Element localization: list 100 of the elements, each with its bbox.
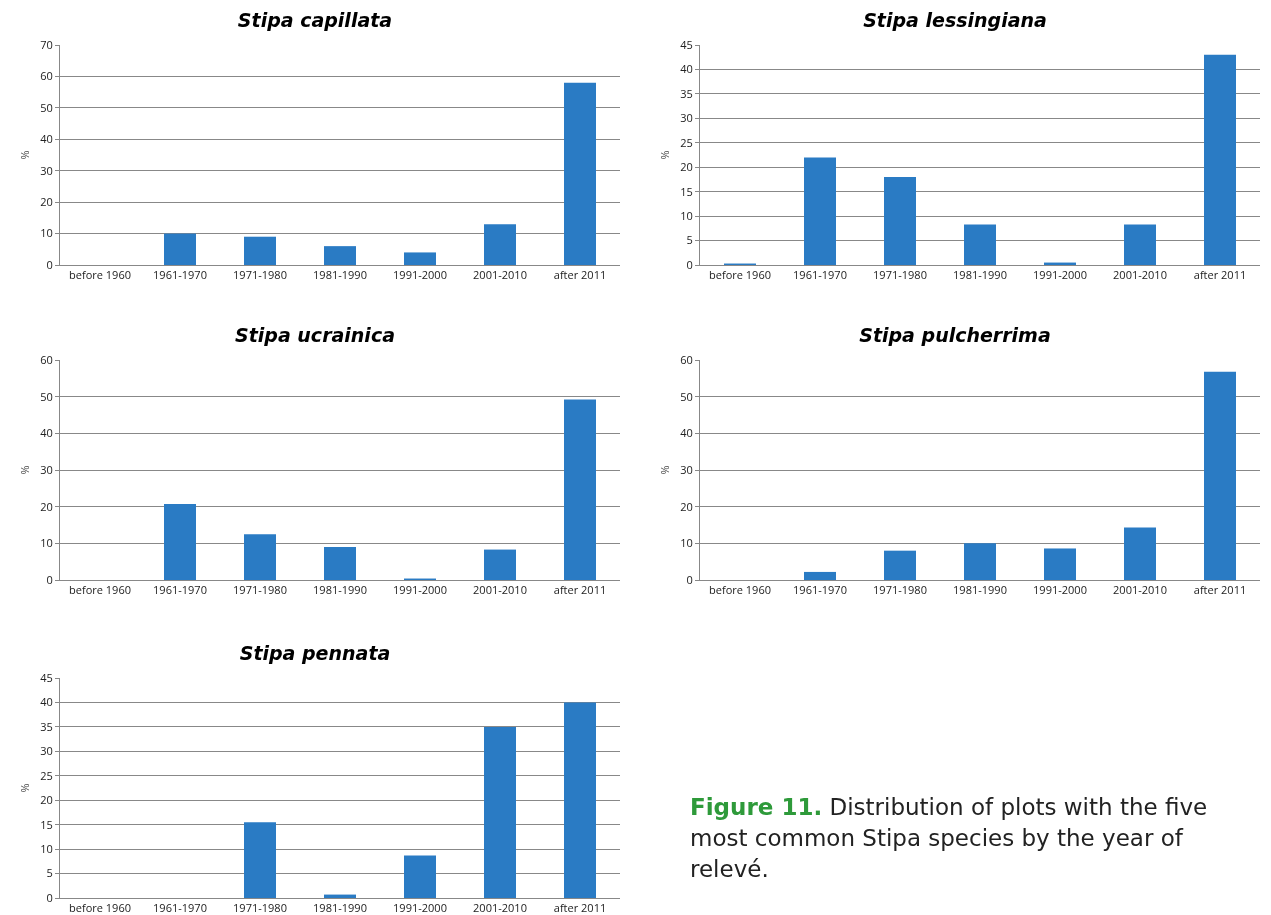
x-tick-label: after 2011 [1193,582,1247,598]
chart-title: Stipa lessingiana [863,9,1047,31]
x-tick-label: 1991-2000 [393,267,447,283]
y-tick-label: 0 [46,571,53,587]
bar [324,246,356,265]
x-tick-label: 1961-1970 [153,267,207,283]
bar [804,571,836,580]
y-tick-label: 20 [40,193,53,209]
y-tick-label: 15 [40,816,53,832]
y-tick-label: 0 [46,256,53,272]
x-tick-label: 1971-1980 [233,900,287,915]
y-tick-label: 20 [40,792,53,808]
y-axis-title: % [656,150,672,160]
y-tick-label: 10 [40,840,53,856]
x-tick-label: 1981-1990 [313,267,367,283]
bar [564,82,596,265]
y-axis-title: % [656,465,672,475]
x-tick-label: 1991-2000 [393,582,447,598]
y-tick-label: 50 [680,388,693,404]
y-tick-label: 10 [680,535,693,551]
y-tick-label: 35 [680,85,693,101]
y-tick-label: 20 [40,498,53,514]
x-tick-label: before 1960 [709,582,771,598]
y-tick-label: 40 [680,425,693,441]
bar [564,399,596,580]
x-tick-label: 1961-1970 [153,582,207,598]
bar [964,224,996,265]
x-tick-label: 1981-1990 [313,582,367,598]
y-tick-label: 60 [40,68,53,84]
bar [964,543,996,580]
y-tick-label: 5 [686,232,693,248]
y-tick-label: 0 [686,256,693,272]
x-tick-label: before 1960 [69,900,131,915]
y-tick-label: 45 [680,36,693,52]
bar [244,822,276,898]
y-axis-title: % [16,465,32,475]
y-tick-label: 30 [40,461,53,477]
y-tick-label: 10 [40,535,53,551]
x-tick-label: 2001-2010 [473,582,527,598]
caption: Figure 11. Distribution of plots with the five most common Stipa species by the year of relevé. [690,793,1209,884]
y-tick-label: 40 [40,425,53,441]
bar [1124,224,1156,265]
y-tick-label: 15 [680,183,693,199]
y-tick-label: 30 [680,461,693,477]
x-tick-label: 1981-1990 [313,900,367,915]
y-tick-label: 0 [686,571,693,587]
bar [324,547,356,580]
x-tick-label: 2001-2010 [473,900,527,915]
y-tick-label: 20 [680,498,693,514]
x-tick-label: 1961-1970 [153,900,207,915]
bar [484,726,516,898]
y-tick-label: 25 [680,134,693,150]
bar [1204,371,1236,580]
y-tick-label: 30 [40,162,53,178]
bar [564,702,596,898]
x-tick-label: 1971-1980 [233,582,287,598]
bar [1044,548,1076,580]
bar [484,549,516,580]
x-tick-label: before 1960 [709,267,771,283]
y-tick-label: 60 [680,351,693,367]
y-tick-label: 0 [46,889,53,905]
y-tick-label: 40 [40,694,53,710]
y-tick-label: 70 [40,36,53,52]
x-tick-label: before 1960 [69,267,131,283]
bar [404,855,436,898]
y-tick-label: 5 [46,865,53,881]
x-tick-label: after 2011 [553,267,607,283]
bar [1204,54,1236,265]
y-tick-label: 40 [680,61,693,77]
x-tick-label: 1971-1980 [873,267,927,283]
x-tick-label: 1981-1990 [953,582,1007,598]
bar [404,252,436,265]
bar [244,236,276,265]
x-tick-label: 2001-2010 [473,267,527,283]
y-tick-label: 10 [40,225,53,241]
y-tick-label: 10 [680,207,693,223]
x-tick-label: 1991-2000 [393,900,447,915]
bar [884,177,916,265]
bar [804,157,836,265]
chart-title: Stipa capillata [237,9,393,31]
chart-title: Stipa pennata [239,642,391,664]
x-tick-label: 1981-1990 [953,267,1007,283]
y-tick-label: 50 [40,388,53,404]
y-tick-label: 25 [40,767,53,783]
chart-title: Stipa pulcherrima [859,324,1051,346]
x-tick-label: 2001-2010 [1113,267,1167,283]
bar [484,224,516,265]
y-tick-label: 45 [40,669,53,685]
y-axis-title: % [16,783,32,793]
bar [244,534,276,580]
bar [884,550,916,580]
x-tick-label: 1961-1970 [793,582,847,598]
chart-title: Stipa ucrainica [235,324,395,346]
x-tick-label: after 2011 [1193,267,1247,283]
y-tick-label: 20 [680,159,693,175]
y-tick-label: 60 [40,351,53,367]
bar [1124,527,1156,580]
x-tick-label: 1991-2000 [1033,582,1087,598]
bar [164,233,196,265]
y-tick-label: 40 [40,131,53,147]
